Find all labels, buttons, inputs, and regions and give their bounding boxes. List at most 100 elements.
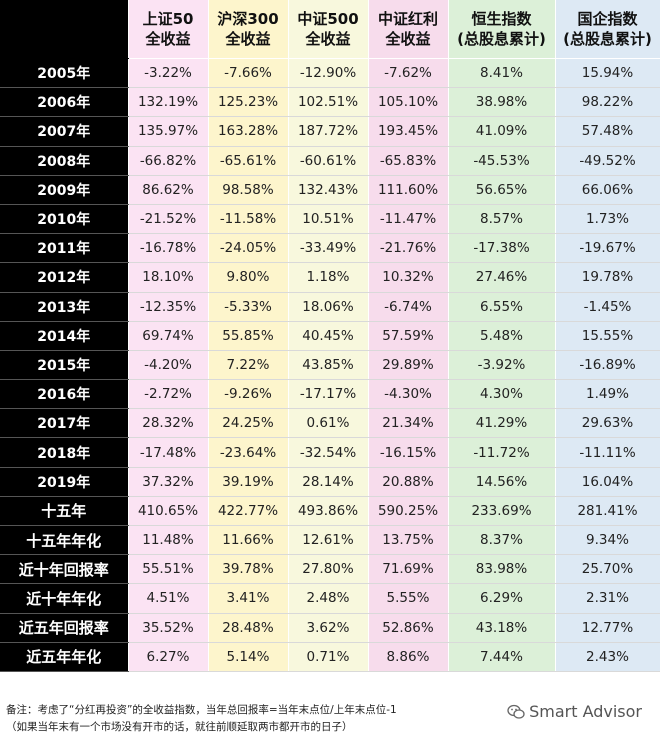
table-cell: 422.77%	[208, 496, 289, 527]
table-cell: 281.41%	[555, 496, 660, 527]
row-label: 2019年	[0, 467, 129, 497]
table-cell: 66.06%	[555, 175, 660, 205]
table-cell: 12.61%	[288, 525, 369, 556]
table-cell: 69.74%	[128, 321, 209, 351]
table-cell: -17.17%	[288, 379, 369, 410]
table-body: 2005年 -3.22% -7.66% -12.90% -7.62% 8.41% 15.94…	[0, 58, 660, 672]
table-row: 2005年 -3.22% -7.66% -12.90% -7.62% 8.41% 15.94…	[0, 58, 660, 89]
watermark: Smart Advisor	[507, 702, 642, 721]
table-cell: 14.56%	[448, 467, 556, 497]
table-cell: 27.46%	[448, 262, 556, 293]
footnote-line-1: 备注：考虑了“分红再投资”的全收益指数，当年总回报率=当年末点位/上年末点位-1	[6, 704, 397, 716]
table-cell: 43.18%	[448, 613, 556, 643]
table-cell: 1.18%	[288, 262, 369, 293]
table-cell: 590.25%	[368, 496, 449, 527]
row-label: 2016年	[0, 379, 129, 410]
table-cell: -11.47%	[368, 204, 449, 235]
table-row: 2013年 -12.35% -5.33% 18.06% -6.74% 6.55% -1.45…	[0, 292, 660, 322]
table-row: 近十年回报率 55.51% 39.78% 27.80% 71.69% 83.98% 25.7…	[0, 554, 660, 585]
table-cell: 83.98%	[448, 554, 556, 585]
header-csi-dividend: 中证红利 全收益	[368, 0, 449, 59]
table-cell: 0.71%	[288, 642, 369, 672]
table-cell: 40.45%	[288, 321, 369, 351]
table-cell: 98.58%	[208, 175, 289, 205]
table-cell: -16.15%	[368, 437, 449, 468]
row-label: 2006年	[0, 87, 129, 118]
table-cell: 86.62%	[128, 175, 209, 205]
table-cell: -6.74%	[368, 292, 449, 322]
table-cell: 18.06%	[288, 292, 369, 322]
footer: 备注：考虑了“分红再投资”的全收益指数，当年总回报率=当年末点位/上年末点位-1…	[0, 698, 660, 738]
table-cell: 28.32%	[128, 408, 209, 439]
table-cell: 15.94%	[555, 58, 660, 89]
table-row: 2012年 18.10% 9.80% 1.18% 10.32% 27.46% 19.78%	[0, 262, 660, 293]
table-cell: 5.55%	[368, 583, 449, 614]
table-cell: -45.53%	[448, 146, 556, 176]
row-label: 2005年	[0, 58, 129, 89]
row-label: 近十年年化	[0, 583, 129, 614]
header-csi500: 中证500 全收益	[288, 0, 369, 59]
table-cell: 12.77%	[555, 613, 660, 643]
table-cell: 6.27%	[128, 642, 209, 672]
table-cell: -16.78%	[128, 233, 209, 264]
row-label: 2008年	[0, 146, 129, 176]
table-cell: 52.86%	[368, 613, 449, 643]
table-cell: 5.14%	[208, 642, 289, 672]
table-cell: 8.86%	[368, 642, 449, 672]
row-label: 2012年	[0, 262, 129, 293]
table-cell: 29.63%	[555, 408, 660, 439]
table-cell: -21.76%	[368, 233, 449, 264]
table-cell: -19.67%	[555, 233, 660, 264]
table-cell: 10.51%	[288, 204, 369, 235]
table-cell: 41.29%	[448, 408, 556, 439]
table-cell: 35.52%	[128, 613, 209, 643]
table-cell: 9.34%	[555, 525, 660, 556]
table-cell: 18.10%	[128, 262, 209, 293]
table-cell: 5.48%	[448, 321, 556, 351]
table-cell: 43.85%	[288, 350, 369, 381]
table-cell: 163.28%	[208, 116, 289, 147]
row-label: 2007年	[0, 116, 129, 147]
row-label: 2010年	[0, 204, 129, 235]
table-cell: 20.88%	[368, 467, 449, 497]
table-row: 2006年 132.19% 125.23% 102.51% 105.10% 38.98% 9…	[0, 87, 660, 118]
table-cell: 55.85%	[208, 321, 289, 351]
header-corner	[0, 0, 129, 59]
table-cell: 6.55%	[448, 292, 556, 322]
table-cell: 132.19%	[128, 87, 209, 118]
table-cell: -2.72%	[128, 379, 209, 410]
table-cell: -16.89%	[555, 350, 660, 381]
table-row: 2009年 86.62% 98.58% 132.43% 111.60% 56.65% 66.…	[0, 175, 660, 205]
table-cell: 57.59%	[368, 321, 449, 351]
table-cell: 25.70%	[555, 554, 660, 585]
table-cell: 1.49%	[555, 379, 660, 410]
table-cell: -24.05%	[208, 233, 289, 264]
table-cell: 71.69%	[368, 554, 449, 585]
table-cell: -66.82%	[128, 146, 209, 176]
table-cell: -4.20%	[128, 350, 209, 381]
row-label: 2009年	[0, 175, 129, 205]
footnote-line-2: （如果当年末有一个市场没有开市的话，就往前顺延取两市都开市的日子）	[6, 721, 353, 733]
row-label: 近五年回报率	[0, 613, 129, 643]
table-cell: 24.25%	[208, 408, 289, 439]
table-cell: -9.26%	[208, 379, 289, 410]
table-cell: 9.80%	[208, 262, 289, 293]
row-label: 2013年	[0, 292, 129, 322]
table-cell: 4.30%	[448, 379, 556, 410]
table-row: 近五年回报率 35.52% 28.48% 3.62% 52.86% 43.18% 12.77…	[0, 613, 660, 643]
table-row: 2017年 28.32% 24.25% 0.61% 21.34% 41.29% 29.63%	[0, 408, 660, 439]
table-cell: -4.30%	[368, 379, 449, 410]
table-cell: -21.52%	[128, 204, 209, 235]
table-cell: 7.44%	[448, 642, 556, 672]
row-label: 近十年回报率	[0, 554, 129, 585]
table-cell: 233.69%	[448, 496, 556, 527]
table-cell: 6.29%	[448, 583, 556, 614]
table-cell: 11.66%	[208, 525, 289, 556]
table-row: 2019年 37.32% 39.19% 28.14% 20.88% 14.56% 16.04…	[0, 467, 660, 497]
row-label: 十五年年化	[0, 525, 129, 556]
table-cell: 41.09%	[448, 116, 556, 147]
row-label: 2011年	[0, 233, 129, 264]
table-cell: 38.98%	[448, 87, 556, 118]
table-cell: -17.48%	[128, 437, 209, 468]
table-cell: 8.57%	[448, 204, 556, 235]
